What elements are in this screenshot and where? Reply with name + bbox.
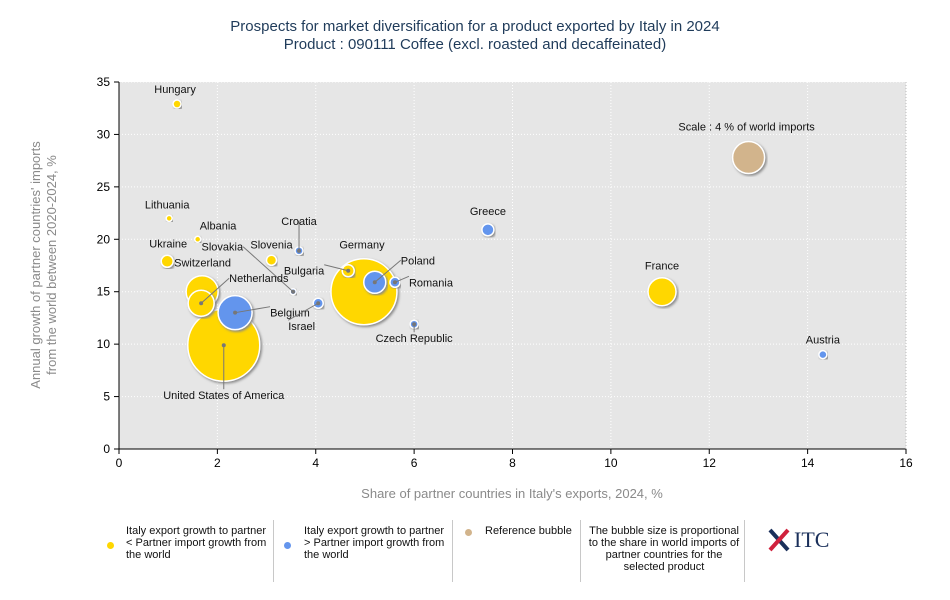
legend-blue-label: Italy export growth to partner > Partner…: [304, 525, 445, 561]
bubble-label: France: [645, 261, 679, 273]
bubble-label: United States of America: [163, 390, 285, 402]
leader-dot: [372, 280, 377, 285]
legend-divider: [744, 520, 745, 582]
x-tick-label: 16: [899, 456, 913, 470]
bubble-label: Slovenia: [250, 239, 293, 251]
title-line1: Prospects for market diversification for…: [230, 18, 720, 35]
bubble-ukraine: [160, 254, 174, 269]
leader-line: [287, 302, 319, 321]
y-axis-label: from the world between 2020-2024, %: [44, 155, 59, 375]
legend-divider: [273, 520, 274, 582]
legend-note: The bubble size is proportional to the s…: [588, 525, 740, 573]
legend-divider: [580, 520, 581, 582]
leader-dot: [297, 248, 302, 253]
legend-reference-label: Reference bubble: [485, 525, 572, 537]
y-tick-label: 20: [97, 232, 111, 246]
itc-logo-text: ITC: [794, 527, 830, 552]
x-tick-label: 8: [509, 456, 516, 470]
y-tick-label: 0: [103, 442, 110, 456]
leader-line: [324, 264, 349, 272]
bubble-label: Netherlands: [229, 273, 289, 285]
y-axis-label: Annual growth of partner countries' impo…: [28, 141, 43, 389]
bubble-hungary: [172, 99, 182, 109]
bubble-label: Slovakia: [202, 242, 244, 254]
leader-line: [234, 306, 271, 314]
leader-dot: [392, 280, 397, 285]
x-axis-label: Share of partner countries in Italy's ex…: [361, 486, 663, 501]
x-tick-label: 12: [703, 456, 717, 470]
x-tick-label: 4: [312, 456, 319, 470]
y-tick-label: 15: [97, 285, 111, 299]
bubble-albania: [193, 235, 202, 244]
leader-line: [394, 275, 410, 283]
legend-divider: [452, 520, 453, 582]
bubble-label: Austria: [806, 335, 841, 347]
bubble-slovenia: [265, 254, 278, 267]
y-tick-label: 25: [97, 180, 111, 194]
bubble-label: Scale : 4 % of world imports: [678, 121, 815, 133]
bubble-label: Ukraine: [149, 238, 187, 250]
bubble-label: Poland: [401, 255, 435, 267]
legend-yellow-label: Italy export growth to partner < Partner…: [126, 525, 267, 561]
bubble-label: Romania: [409, 277, 454, 289]
bubble-label: Lithuania: [145, 199, 191, 211]
leader-line: [242, 246, 294, 293]
bubble-label: Germany: [339, 240, 385, 252]
bubble-label: Israel: [288, 321, 315, 333]
x-tick-label: 0: [116, 456, 123, 470]
leader-dot: [199, 301, 204, 306]
itc-logo[interactable]: ITC: [767, 527, 829, 553]
bubble-label: Belgium: [270, 308, 310, 320]
legend-blue-dot: [284, 542, 291, 549]
y-tick-label: 5: [103, 390, 110, 404]
bubble-label: Albania: [200, 220, 238, 232]
x-tick-label: 2: [214, 456, 221, 470]
y-tick-label: 30: [97, 127, 111, 141]
leader-dot: [316, 301, 321, 306]
bubble-greece: [481, 223, 495, 237]
leader-line: [200, 277, 230, 304]
leader-dot: [221, 343, 226, 348]
chart-title: Prospects for market diversification for…: [0, 18, 950, 54]
leader-dot: [412, 322, 417, 327]
bubble-label: Czech Republic: [376, 333, 454, 345]
bubble-label: Croatia: [281, 216, 317, 228]
legend-yellow-dot: [107, 542, 114, 549]
x-tick-label: 14: [801, 456, 815, 470]
leader-dot: [346, 268, 351, 273]
x-tick-label: 10: [604, 456, 618, 470]
x-tick-label: 6: [411, 456, 418, 470]
bubble-label: Hungary: [154, 84, 196, 96]
legend-reference-dot: [465, 529, 472, 536]
itc-logo-icon: [768, 528, 790, 552]
bubble-label: Bulgaria: [284, 266, 325, 278]
y-tick-label: 35: [97, 75, 111, 89]
y-tick-label: 10: [97, 337, 111, 351]
leader-dot: [233, 310, 238, 315]
bubble-lithuania: [165, 214, 173, 223]
title-line2: Product : 090111 Coffee (excl. roasted a…: [283, 36, 667, 53]
leader-line: [374, 259, 402, 283]
leader-dot: [291, 289, 296, 294]
bubble-label: Switzerland: [174, 258, 231, 270]
bubble-austria: [818, 349, 828, 360]
bubble-label: Greece: [470, 206, 506, 218]
bubble-scale-4-of-world-imports: [731, 140, 766, 175]
bubble-france: [647, 276, 677, 307]
